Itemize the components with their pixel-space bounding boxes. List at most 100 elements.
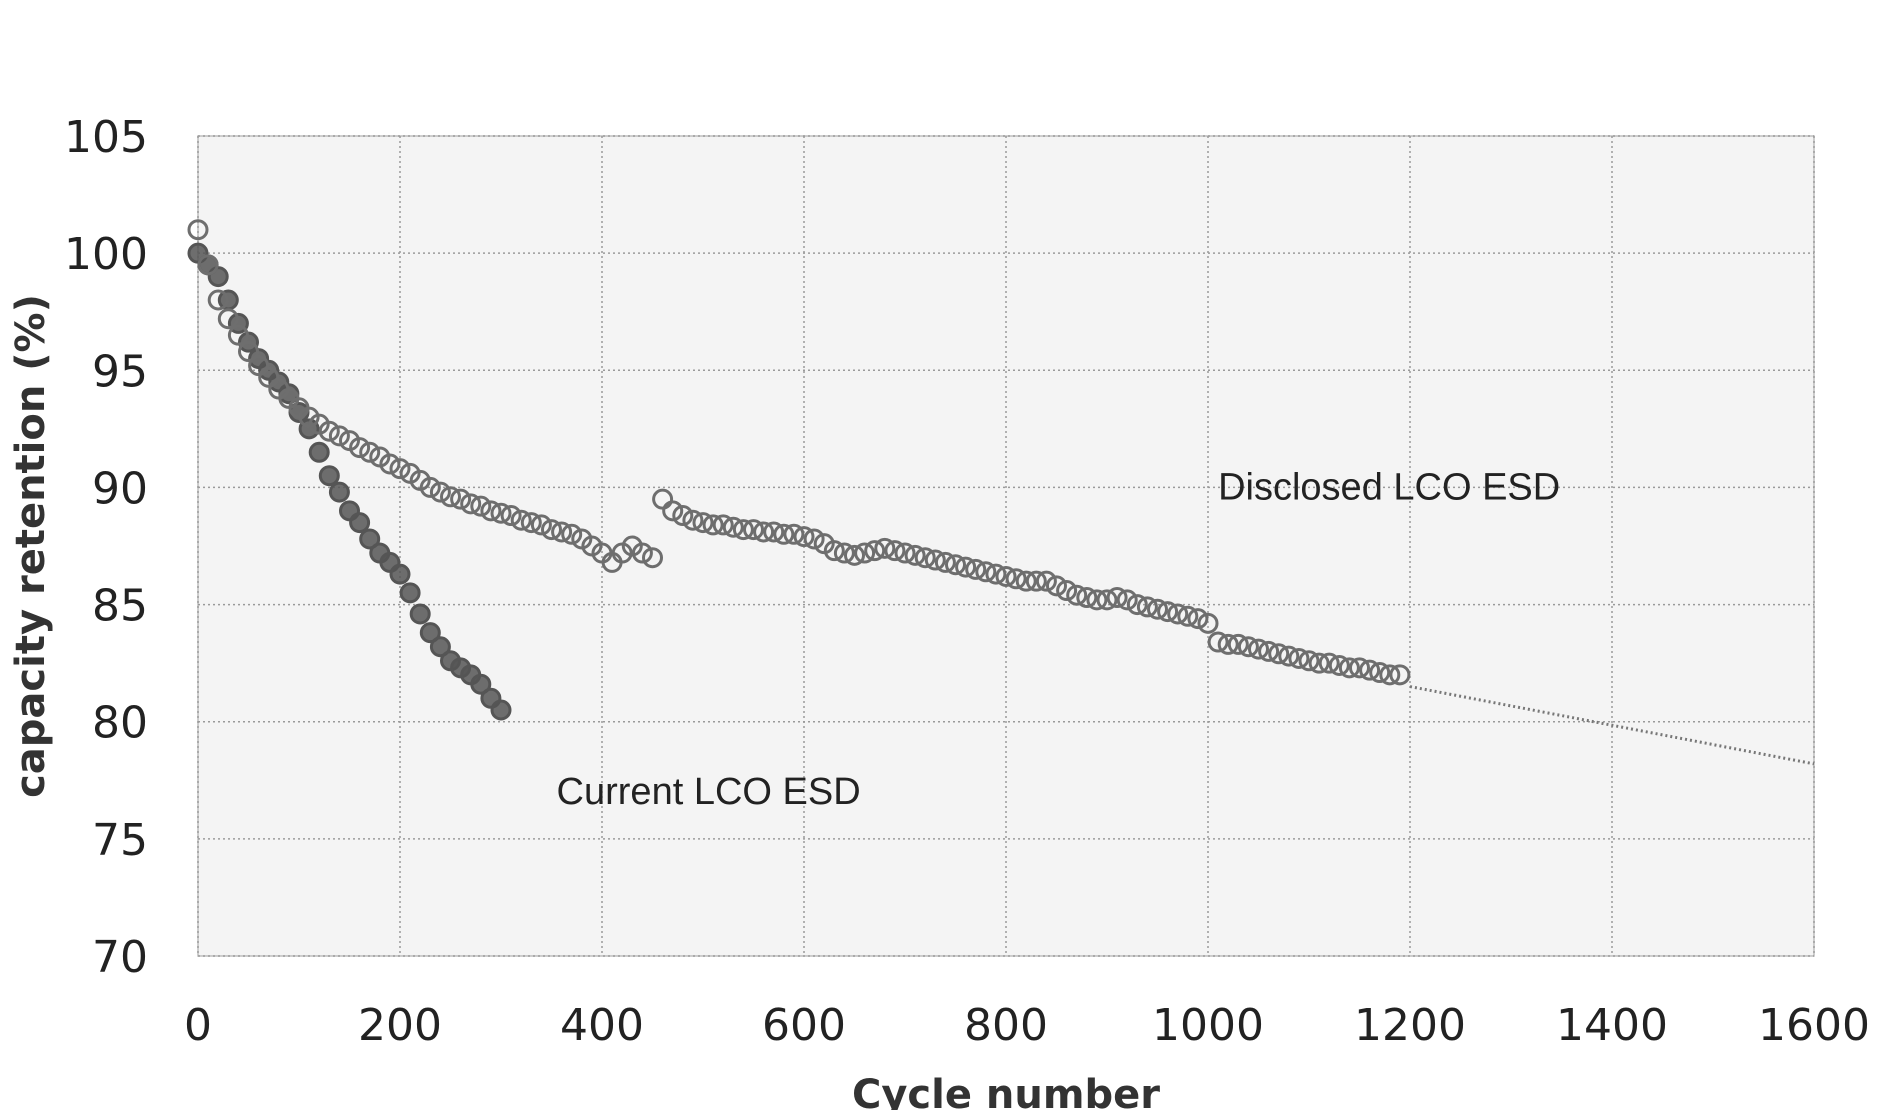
data-point xyxy=(934,551,956,573)
extrapolation-line xyxy=(1409,685,1815,766)
data-point xyxy=(642,547,663,569)
series-disclosed-lco-esd-extrapolated xyxy=(1409,685,1815,766)
axis-ticks: 0 200 400 600 800 1000 1200 1400 1600 70 75 80 85 90 9… xyxy=(64,112,1870,1051)
data-point xyxy=(349,512,371,534)
data-point xyxy=(1258,640,1280,662)
data-point xyxy=(328,481,350,503)
y-tick-label: 80 xyxy=(92,698,148,749)
data-series xyxy=(187,219,1815,766)
data-point xyxy=(803,528,825,550)
data-point xyxy=(763,521,785,543)
data-point xyxy=(1025,570,1047,592)
data-point xyxy=(955,556,977,578)
x-tick-label: 1600 xyxy=(1758,1000,1870,1051)
data-point xyxy=(217,308,239,330)
data-point xyxy=(722,516,744,538)
data-point xyxy=(450,488,472,510)
data-point xyxy=(904,544,926,566)
data-point xyxy=(1379,664,1401,686)
x-tick-label: 0 xyxy=(184,1000,212,1051)
y-tick-label: 105 xyxy=(64,112,148,163)
data-point xyxy=(874,537,896,559)
y-tick-label: 75 xyxy=(92,815,148,866)
data-point xyxy=(328,425,350,447)
x-axis-title: Cycle number xyxy=(852,1072,1160,1110)
data-point xyxy=(1126,594,1148,616)
y-axis-title: capacity retention (%) xyxy=(8,294,54,798)
data-point xyxy=(227,324,249,346)
data-point xyxy=(682,509,704,531)
data-point xyxy=(470,673,492,695)
data-point xyxy=(1349,657,1370,679)
data-point xyxy=(520,512,542,534)
data-point xyxy=(985,563,1007,585)
data-point xyxy=(1318,652,1340,674)
data-point xyxy=(702,514,724,536)
data-point xyxy=(561,523,583,545)
data-point xyxy=(712,514,734,536)
series-annotation: Current LCO ESD xyxy=(557,771,861,813)
data-point xyxy=(1136,596,1158,618)
data-point xyxy=(1177,605,1199,627)
data-point xyxy=(480,500,502,522)
data-point xyxy=(823,540,845,562)
annotations: Disclosed LCO ESD Current LCO ESD xyxy=(557,466,1561,813)
data-point xyxy=(1116,589,1138,611)
data-point xyxy=(793,526,815,548)
data-point xyxy=(460,493,482,515)
data-point xyxy=(1308,652,1330,674)
data-point xyxy=(672,505,694,527)
data-point xyxy=(1248,638,1269,660)
data-point xyxy=(1237,636,1259,658)
data-point xyxy=(914,547,936,569)
x-tick-label: 1000 xyxy=(1152,1000,1264,1051)
data-point xyxy=(1369,662,1391,684)
data-point xyxy=(399,582,421,604)
data-point xyxy=(1167,603,1189,625)
data-point xyxy=(419,622,441,644)
data-point xyxy=(1096,589,1118,611)
data-point xyxy=(995,565,1017,587)
data-point xyxy=(1015,570,1037,592)
data-point xyxy=(389,563,411,585)
data-point xyxy=(631,542,653,564)
data-point xyxy=(379,453,401,475)
data-point xyxy=(844,544,865,566)
data-point xyxy=(207,266,229,288)
data-point xyxy=(753,521,775,543)
data-point xyxy=(1076,587,1098,609)
data-point xyxy=(1338,657,1360,679)
x-tick-label: 1400 xyxy=(1556,1000,1668,1051)
data-point xyxy=(1086,589,1108,611)
data-point xyxy=(419,476,441,498)
data-point xyxy=(864,540,886,562)
data-point xyxy=(773,523,795,545)
data-point xyxy=(238,341,259,363)
data-point xyxy=(1278,645,1300,667)
data-point xyxy=(945,554,966,576)
data-point xyxy=(197,254,219,276)
data-point xyxy=(541,519,562,541)
grid xyxy=(197,135,1815,957)
data-point xyxy=(1197,612,1219,634)
data-point xyxy=(490,699,512,721)
x-tick-label: 800 xyxy=(964,1000,1048,1051)
y-tick-label: 85 xyxy=(92,581,148,632)
data-point xyxy=(1359,659,1381,681)
data-point xyxy=(1147,598,1168,620)
data-point xyxy=(409,603,431,625)
data-point xyxy=(1157,601,1179,623)
data-point xyxy=(510,509,532,531)
data-point xyxy=(359,441,381,463)
data-point xyxy=(692,512,714,534)
data-point xyxy=(207,289,229,311)
data-point xyxy=(1187,608,1209,630)
data-point xyxy=(349,437,371,459)
data-point xyxy=(440,486,461,508)
data-point xyxy=(884,540,906,562)
data-point xyxy=(662,500,684,522)
data-point xyxy=(490,502,512,524)
data-point xyxy=(429,636,451,658)
data-point xyxy=(894,542,916,564)
data-point xyxy=(833,542,855,564)
